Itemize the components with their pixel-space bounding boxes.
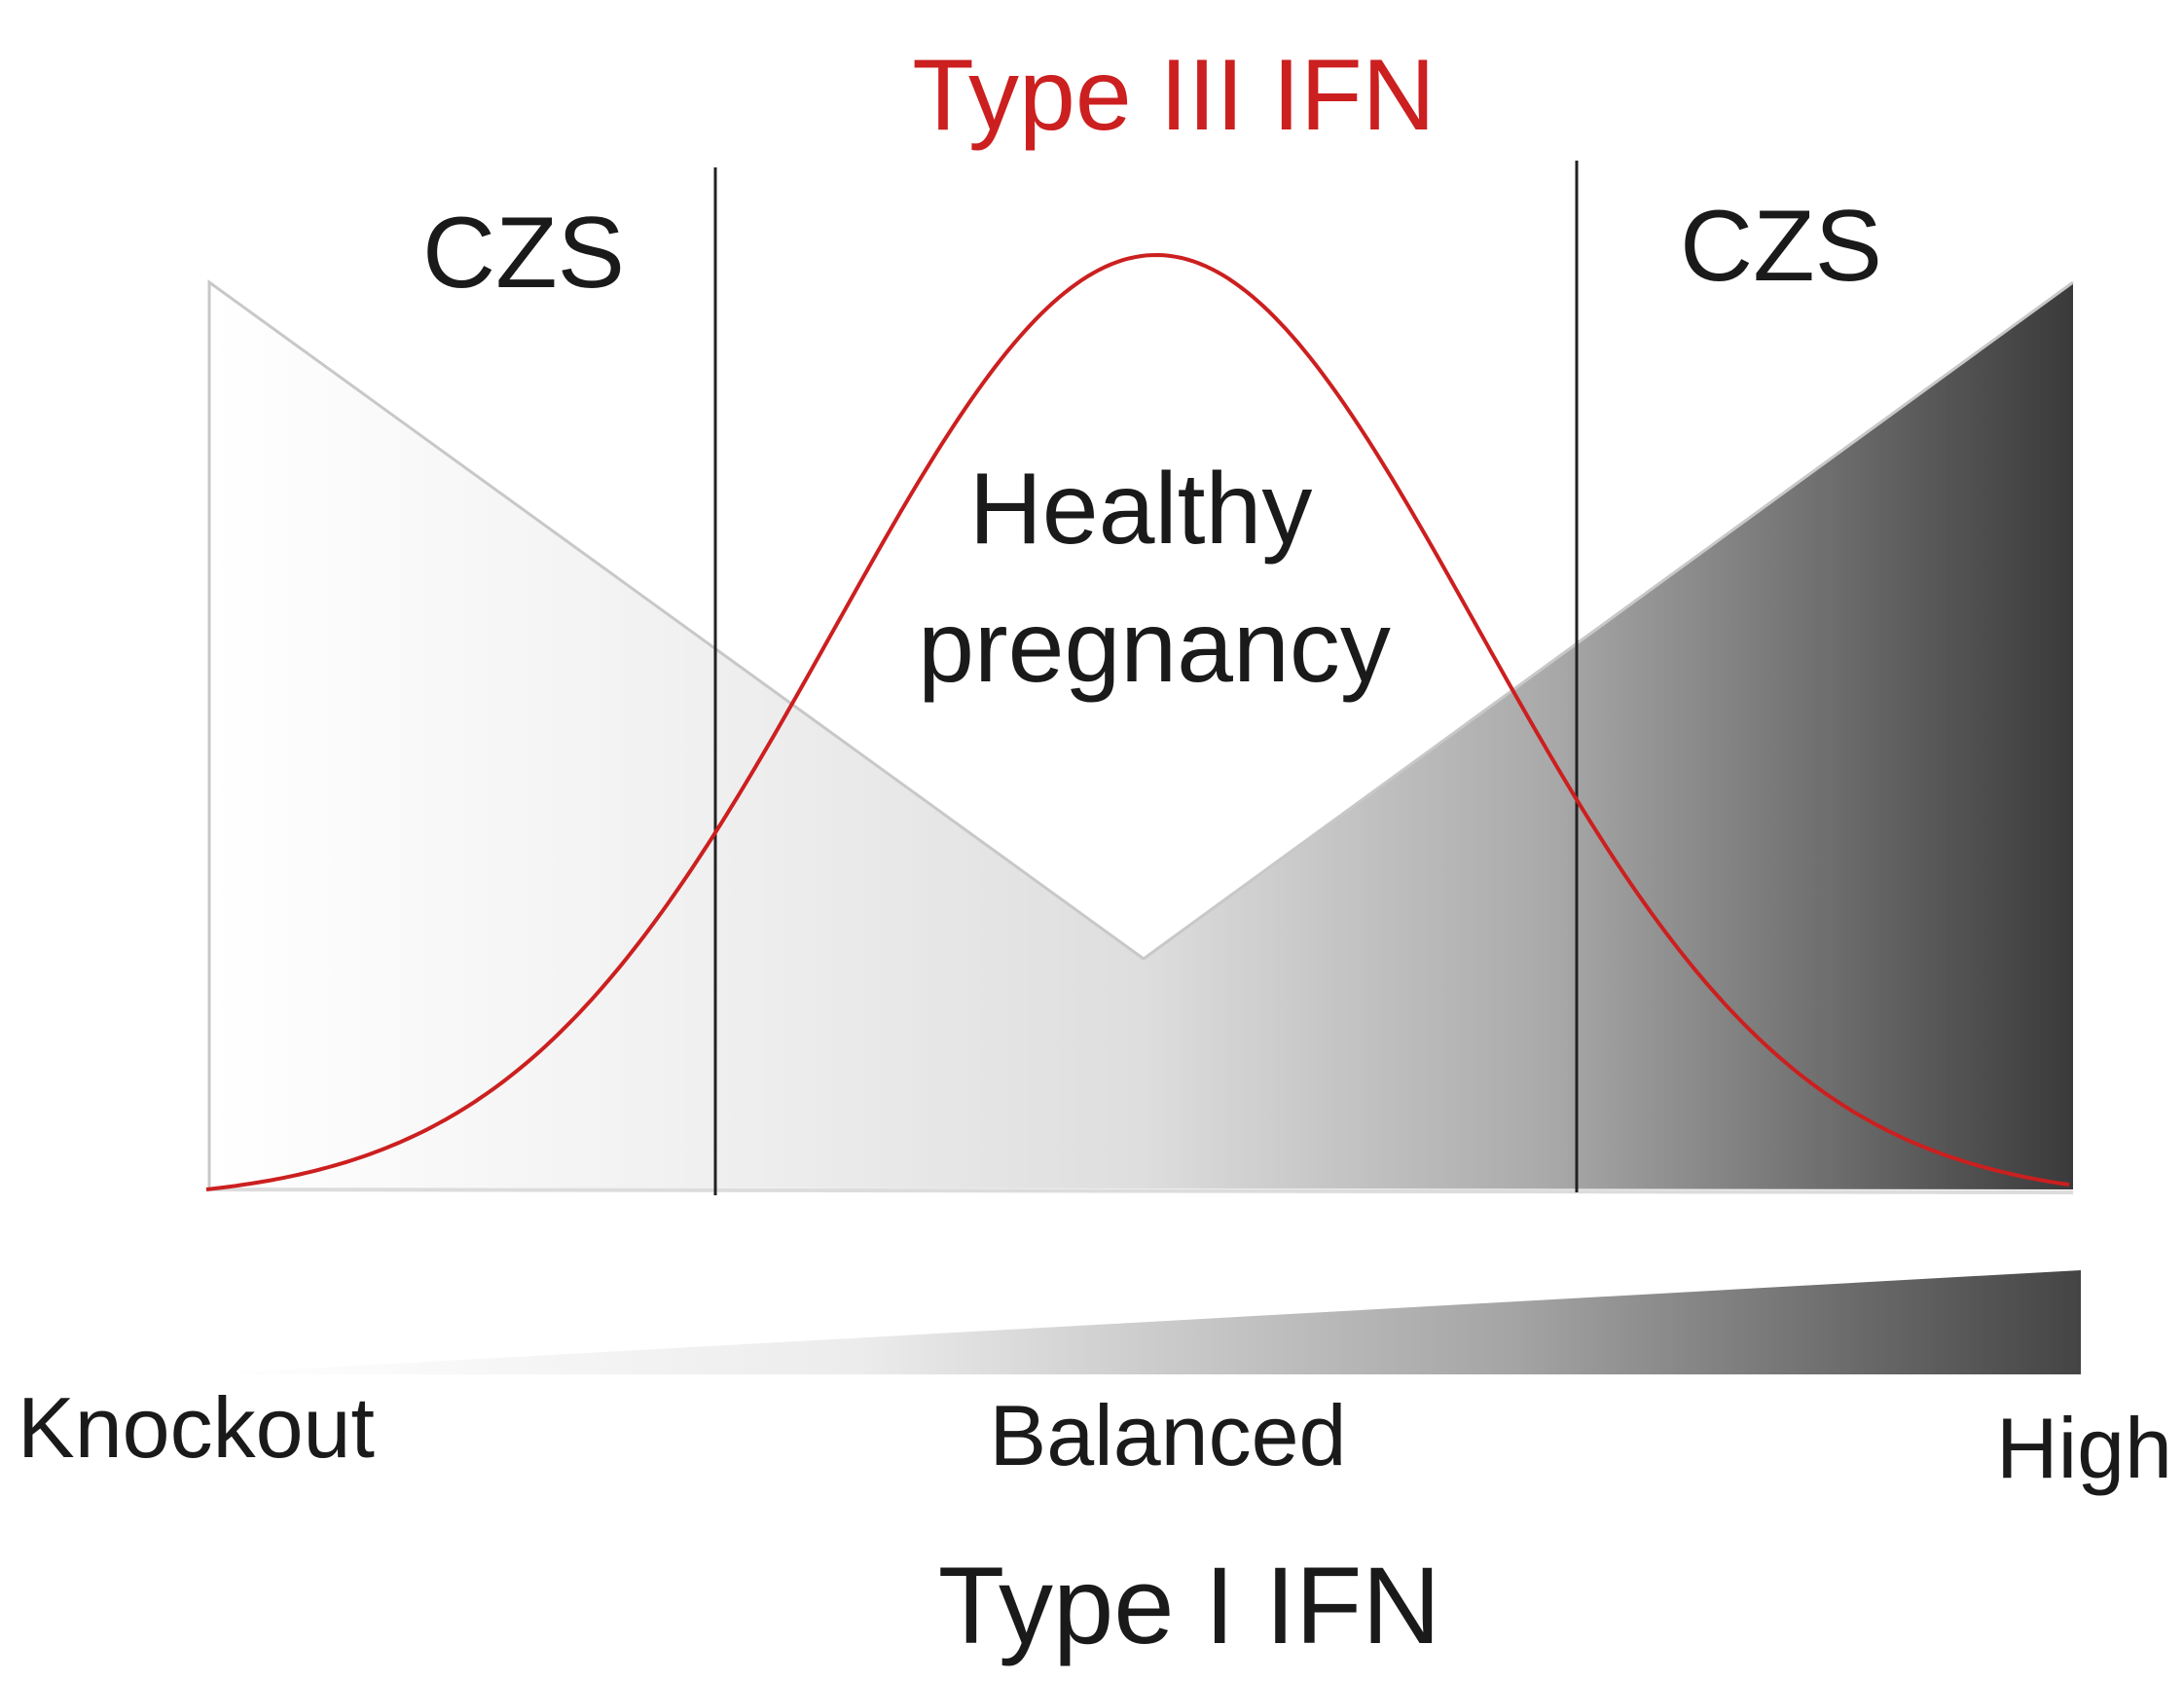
type3-ifn-curve [205, 252, 2070, 1191]
type1-ifn-axis-title: Type I IFN [938, 1545, 1441, 1666]
baseline [205, 1188, 2074, 1194]
high-label: High [1996, 1400, 2172, 1496]
healthy-label: Healthy [969, 453, 1313, 566]
right-czs-label: CZS [1680, 190, 1882, 303]
knockout-label: Knockout [18, 1379, 375, 1476]
pregnancy-label: pregnancy [918, 591, 1391, 704]
balanced-label: Balanced [990, 1387, 1347, 1483]
type1-gradient-region [209, 282, 2073, 1189]
left-czs-label: CZS [422, 197, 625, 310]
type3-ifn-title: Type III IFN [912, 39, 1435, 152]
type1-envelope-outline [207, 279, 2074, 1188]
type1-level-wedge [200, 1270, 2081, 1374]
